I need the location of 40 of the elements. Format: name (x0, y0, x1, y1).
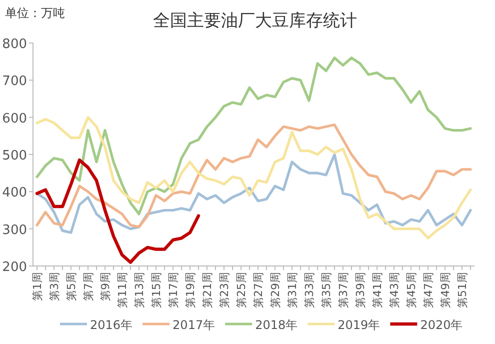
x-tick-label: 第1周 (31, 272, 44, 301)
x-tick-label: 第29周 (269, 272, 282, 308)
x-tick-label: 第43周 (388, 272, 401, 308)
x-tick-label: 第15周 (150, 272, 163, 308)
legend-label: 2016年 (90, 318, 133, 332)
y-tick-label: 200 (2, 260, 27, 275)
x-tick-label: 第5周 (65, 272, 78, 301)
x-tick-label: 第37周 (337, 272, 350, 308)
x-tick-label: 第35周 (320, 272, 333, 308)
x-tick-label: 第17周 (167, 272, 180, 308)
x-tick-label: 第9周 (99, 272, 112, 301)
x-tick-label: 第3周 (48, 272, 61, 301)
legend-label: 2017年 (172, 318, 216, 332)
y-tick-label: 400 (2, 186, 27, 201)
x-tick-label: 第27周 (252, 272, 265, 308)
y-tick-label: 500 (2, 148, 27, 164)
x-tick-label: 第7周 (82, 272, 95, 301)
x-tick-label: 第23周 (218, 272, 231, 308)
legend-label: 2020年 (420, 318, 463, 332)
x-tick-label: 第19周 (184, 272, 197, 308)
x-tick-label: 第51周 (456, 272, 469, 308)
x-tick-label: 第21周 (201, 272, 214, 308)
x-tick-label: 第47周 (422, 272, 435, 308)
legend-label: 2019年 (338, 318, 380, 332)
x-tick-label: 第39周 (354, 272, 367, 308)
y-tick-label: 800 (2, 37, 27, 52)
x-tick-label: 第31周 (286, 272, 299, 308)
x-tick-label: 第45周 (405, 272, 418, 308)
y-tick-label: 300 (2, 222, 27, 238)
chart-title: 全国主要油厂大豆库存统计 (153, 11, 357, 31)
y-tick-label: 600 (2, 111, 27, 126)
x-tick-label: 第11周 (116, 272, 129, 308)
x-tick-label: 第49周 (439, 272, 452, 308)
legend-label: 2018年 (255, 318, 298, 332)
y-axis-title: 单位：万吨 (5, 6, 65, 20)
x-tick-label: 第33周 (303, 272, 316, 308)
x-tick-label: 第13周 (133, 272, 146, 308)
x-tick-label: 第41周 (371, 272, 384, 308)
y-tick-label: 700 (2, 74, 27, 90)
x-tick-label: 第25周 (235, 272, 248, 308)
